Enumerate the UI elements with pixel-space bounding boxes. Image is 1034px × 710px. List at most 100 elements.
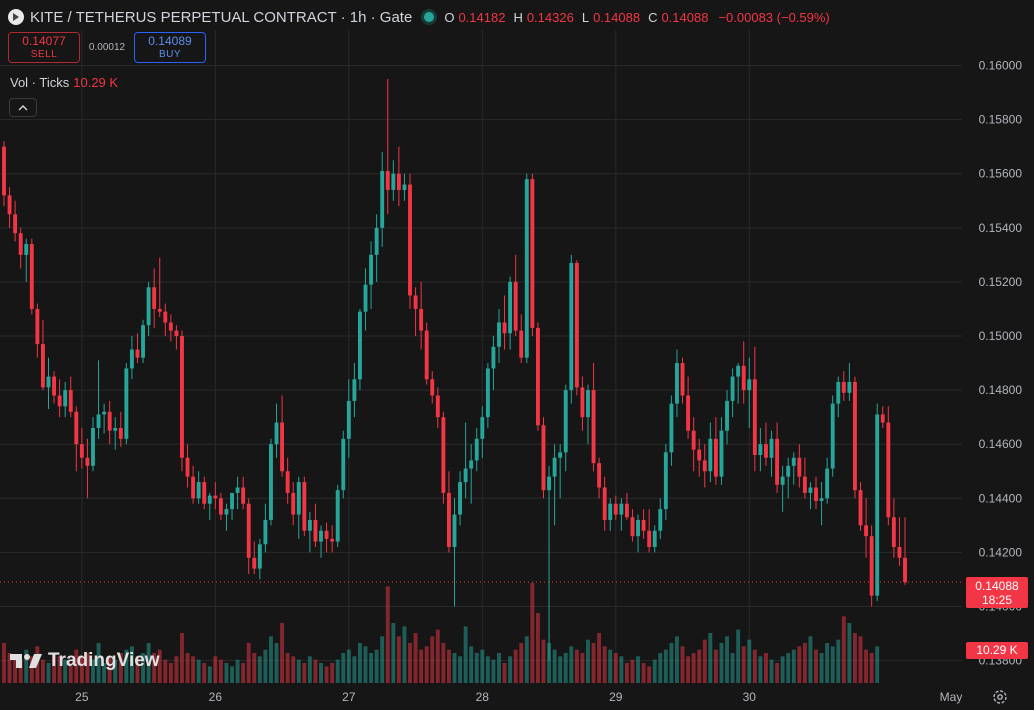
candle [85, 438, 90, 499]
volume-bar [552, 649, 557, 683]
candle-body [847, 381, 852, 393]
volume-bar [7, 653, 12, 683]
candle-body [402, 184, 407, 190]
collapse-legend-button[interactable] [9, 98, 37, 117]
volume-bar [691, 653, 696, 683]
candle-body [257, 544, 262, 569]
candle-body [57, 395, 62, 407]
volume-bar [352, 656, 357, 683]
candle-body [624, 503, 629, 518]
volume-bar [224, 663, 229, 683]
volume-bar [736, 629, 741, 683]
volume-bar [797, 646, 802, 683]
buy-button[interactable]: 0.14089 BUY [134, 32, 206, 63]
candle-body [869, 536, 874, 596]
volume-bar [335, 659, 340, 683]
candle-body [302, 482, 307, 531]
price-tick-label: 0.15400 [979, 221, 1023, 235]
candle [408, 173, 412, 309]
volume-bar [374, 649, 379, 683]
time-tick-label: 27 [342, 690, 356, 704]
volume-bar [146, 643, 151, 683]
candle-body [2, 146, 6, 196]
candle-body [7, 195, 12, 215]
candle-body [180, 336, 184, 458]
candle-body [686, 395, 691, 431]
volume-bar [608, 649, 613, 683]
candle-body [864, 525, 869, 537]
candle [363, 268, 368, 331]
candle-body [185, 457, 190, 477]
candle-body [319, 530, 323, 542]
candle [702, 444, 707, 488]
candle [46, 357, 51, 410]
candle [541, 417, 546, 499]
candle [413, 287, 418, 337]
volume-bar [2, 643, 6, 683]
volume-bar [168, 663, 173, 683]
candle [13, 200, 18, 242]
volume-legend[interactable]: Vol · Ticks 10.29 K [10, 75, 118, 90]
candle-body [769, 438, 774, 458]
candle [218, 492, 223, 520]
volume-bar [207, 666, 212, 683]
candle [346, 379, 351, 458]
candle-body [246, 503, 251, 558]
candle [697, 438, 702, 477]
candle-body [591, 390, 596, 464]
volume-bar [241, 663, 246, 683]
close-value: 0.14088 [661, 9, 709, 25]
candle [480, 406, 485, 458]
volume-bar [441, 643, 446, 683]
symbol-title[interactable]: KITE / TETHERUS PERPETUAL CONTRACT · 1h … [30, 8, 413, 26]
candle [207, 492, 212, 520]
volume-bar [519, 643, 524, 683]
volume-bar [408, 643, 412, 683]
candle-body [658, 509, 663, 531]
candle [307, 511, 312, 553]
candle-body [613, 503, 618, 515]
candle [675, 349, 679, 418]
candle-body [419, 308, 424, 331]
volume-bar [63, 659, 68, 683]
volume-bar [597, 633, 602, 683]
candle-body [335, 490, 340, 542]
candle-body [697, 449, 702, 461]
candle-body [830, 403, 835, 469]
candle-body [358, 311, 362, 380]
volume-bar [302, 663, 307, 683]
candle-body [747, 379, 752, 391]
volume-bar [157, 649, 162, 683]
volume-bar [296, 659, 301, 683]
volume-bar [591, 643, 596, 683]
candle [819, 482, 824, 526]
market-status-icon[interactable] [424, 12, 435, 22]
candle [519, 314, 524, 364]
candle-body [652, 530, 657, 547]
settings-gear-icon[interactable] [991, 688, 1009, 706]
candle-body [891, 517, 896, 547]
volume-bar [474, 653, 479, 683]
candle [580, 376, 585, 431]
sell-button[interactable]: 0.14077 SELL [8, 32, 80, 63]
candle-body [513, 281, 518, 331]
volume-bar [469, 646, 474, 683]
volume-bar [780, 656, 785, 683]
volume-bar [363, 646, 368, 683]
candle [797, 444, 802, 488]
tradingview-logo[interactable]: TradingView [10, 650, 160, 672]
candle [530, 173, 535, 337]
candle [864, 498, 869, 558]
candle-body [485, 368, 490, 418]
candle [730, 368, 735, 418]
candle [374, 214, 379, 282]
candle [396, 146, 401, 207]
volume-bar [463, 626, 468, 683]
last-price-value: 0.14088 [975, 579, 1019, 593]
candle [463, 422, 468, 499]
volume-bar [836, 639, 841, 683]
volume-bar [624, 663, 629, 683]
candle [402, 173, 407, 201]
candle-body [107, 411, 112, 431]
